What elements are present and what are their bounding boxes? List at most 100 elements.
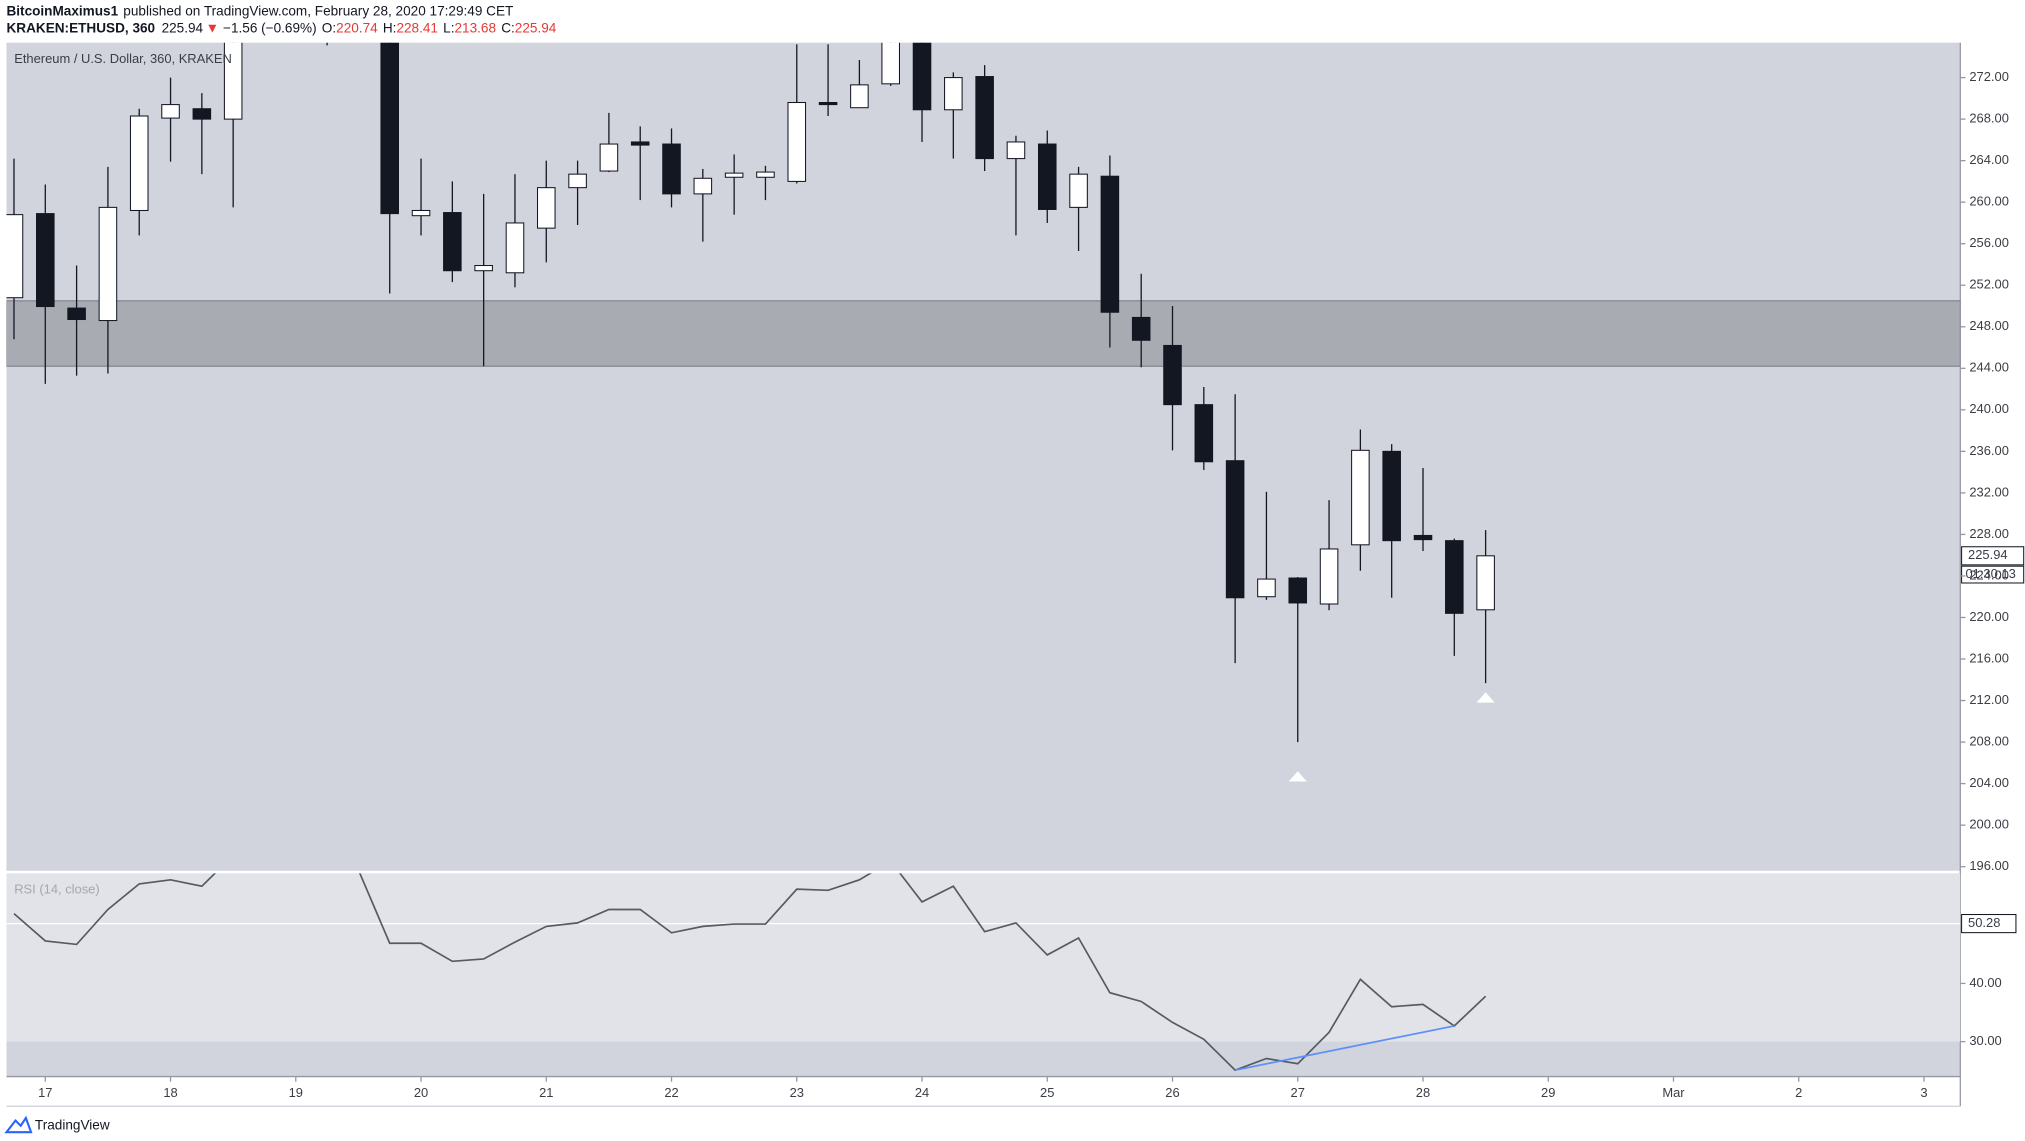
candle-body	[818, 101, 838, 106]
rsi-band	[6, 873, 1961, 1042]
x-tick-label: 27	[1291, 1085, 1305, 1100]
candle-body	[1194, 404, 1214, 463]
price-panel-title: Ethereum / U.S. Dollar, 360, KRAKEN	[14, 51, 232, 66]
candle-body	[536, 187, 556, 229]
rsi-panel-title: RSI (14, close)	[14, 882, 99, 897]
x-tick-label: 18	[163, 1085, 177, 1100]
candle-body	[693, 177, 713, 195]
candle-body	[380, 42, 400, 215]
candle-body	[975, 76, 994, 160]
candle-body	[1163, 344, 1182, 406]
x-tick-label: 3	[1920, 1085, 1927, 1100]
y-tick-label: 224.00	[1969, 567, 2009, 582]
candle-body	[944, 77, 963, 111]
l-label: L:	[443, 20, 454, 35]
candle-body	[443, 212, 462, 272]
level-box	[1961, 914, 2017, 934]
candle-body	[630, 141, 650, 146]
header-line-2: KRAKEN:ETHUSD, 360 225.94 ▼ −1.56 (−0.69%) O…	[6, 20, 556, 35]
last-price-label: 225.94	[1968, 547, 2008, 562]
price-panel	[6, 42, 1961, 871]
candle-body	[599, 143, 619, 172]
x-tick-label: 26	[1165, 1085, 1179, 1100]
candle-body	[568, 173, 587, 189]
y-tick-label: 268.00	[1969, 111, 2009, 126]
y-tick-label: 220.00	[1969, 609, 2009, 624]
price-plot	[6, 42, 1961, 782]
y-tick-label: 260.00	[1969, 194, 2009, 209]
y-tick-label: 244.00	[1969, 360, 2009, 375]
candle-body	[1069, 173, 1088, 208]
y-tick-label: 248.00	[1969, 318, 2009, 333]
x-tick-label: Mar	[1662, 1085, 1685, 1100]
candle-body	[662, 143, 681, 195]
candle-body	[850, 84, 869, 109]
y-tick-label: 196.00	[1969, 858, 2009, 873]
candle-body	[1006, 141, 1026, 160]
candle-body	[6, 214, 24, 299]
y-tick-label: 40.00	[1969, 975, 2001, 990]
candle-body	[129, 115, 149, 212]
signal-marker	[1476, 692, 1495, 703]
y-tick-label: 264.00	[1969, 152, 2009, 167]
candle-body	[1319, 548, 1339, 605]
y-tick-label: 216.00	[1969, 650, 2009, 665]
last-price: 225.94	[162, 20, 204, 35]
y-tick-label: 212.00	[1969, 692, 2009, 707]
rsi-plot	[6, 873, 1961, 1072]
candle-body	[1351, 449, 1370, 546]
footer-brand: TradingView	[35, 1117, 110, 1132]
y-tick-label: 272.00	[1969, 69, 2009, 84]
level-label: 50.28	[1968, 915, 2000, 930]
candle-body	[756, 171, 775, 178]
candle-body	[1382, 450, 1401, 542]
rsi-line	[13, 873, 1487, 1072]
candle-body	[411, 209, 431, 217]
candle-body	[1100, 175, 1120, 313]
x-tick-label: 24	[915, 1085, 929, 1100]
o-value: 220.74	[336, 20, 378, 35]
candle-body	[223, 42, 243, 120]
symbol: KRAKEN:ETHUSD, 360	[6, 20, 155, 35]
c-value: 225.94	[515, 20, 557, 35]
candle-body	[67, 307, 86, 321]
candle-body	[787, 101, 807, 182]
o-label: O:	[322, 20, 336, 35]
footer-logo: TradingView	[4, 1115, 110, 1134]
candle-body	[881, 42, 900, 85]
countdown: 01:30:13	[1965, 566, 2015, 581]
last-price-box	[1961, 546, 2025, 566]
candle-body	[192, 108, 212, 120]
candle-body	[1037, 143, 1057, 210]
candle-body	[912, 42, 932, 111]
x-tick-label: 19	[289, 1085, 303, 1100]
y-tick-label: 232.00	[1969, 484, 2009, 499]
y-tick-label: 240.00	[1969, 401, 2009, 416]
x-tick-label: 20	[414, 1085, 428, 1100]
candle-body	[1257, 578, 1276, 598]
logo-mark	[4, 1115, 33, 1134]
h-value: 228.41	[396, 20, 438, 35]
change: −1.56 (−0.69%)	[223, 20, 317, 35]
h-label: H:	[383, 20, 397, 35]
published: published on TradingView.com, February 2…	[123, 3, 513, 18]
y-tick-label: 200.00	[1969, 817, 2009, 832]
y-tick-label: 236.00	[1969, 443, 2009, 458]
candle-body	[1131, 316, 1151, 341]
candle-body	[1288, 577, 1308, 604]
countdown-box	[1961, 565, 2025, 584]
candle-body	[505, 222, 525, 274]
y-tick-label: 228.00	[1969, 526, 2009, 541]
x-tick-label: 29	[1541, 1085, 1555, 1100]
header-line-1: BitcoinMaximus1 published on TradingView.…	[6, 3, 513, 18]
candle-body	[98, 206, 118, 322]
arrow: ▼	[206, 20, 219, 35]
x-tick-label: 25	[1040, 1085, 1054, 1100]
x-tick-label: 21	[539, 1085, 553, 1100]
x-tick-label: 23	[790, 1085, 804, 1100]
candle-body	[36, 213, 55, 308]
x-tick-label: 22	[664, 1085, 678, 1100]
